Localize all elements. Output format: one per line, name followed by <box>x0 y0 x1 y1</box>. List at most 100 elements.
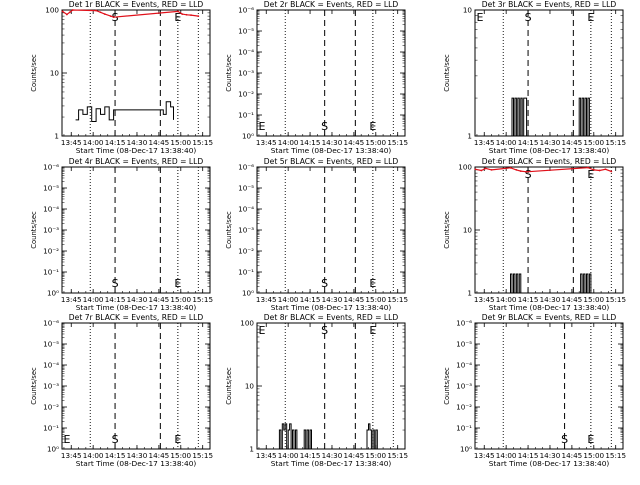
x-tick-label: 14:45 <box>149 138 170 147</box>
y-tick-label: 10⁻² <box>43 247 59 256</box>
x-tick-label: 14:45 <box>149 451 170 460</box>
x-tick-label: 14:00 <box>83 295 104 304</box>
x-axis-label: Start Time (08-Dec-17 13:38:40) <box>76 459 197 468</box>
lld-point <box>185 13 188 16</box>
y-tick-label: 10⁻² <box>238 90 254 99</box>
marker-label-e: E <box>174 433 181 446</box>
x-tick-label: 14:45 <box>344 138 365 147</box>
marker-label-e: E <box>369 120 376 133</box>
lld-point <box>474 168 477 171</box>
marker-label-side: E <box>259 120 266 133</box>
y-tick-label: 10 <box>50 69 60 78</box>
lld-point <box>176 10 179 13</box>
x-axis-label: Start Time (08-Dec-17 13:38:40) <box>271 303 392 312</box>
x-tick-label: 13:45 <box>474 295 495 304</box>
x-tick-label: 15:15 <box>605 451 626 460</box>
y-tick-label: 10⁻⁵ <box>456 340 472 349</box>
x-tick-label: 15:00 <box>365 451 386 460</box>
y-axis-label: Counts/sec <box>30 54 38 92</box>
x-tick-label: 15:00 <box>583 138 604 147</box>
marker-label-e: E <box>174 11 181 24</box>
marker-label-s: S <box>525 168 532 181</box>
lld-point <box>65 13 68 16</box>
y-tick-label: 10⁻⁴ <box>456 361 472 370</box>
x-tick-label: 15:00 <box>365 138 386 147</box>
x-tick-label: 13:45 <box>474 451 495 460</box>
marker-label-e: E <box>587 433 594 446</box>
chart-title: Det 4r BLACK = Events, RED = LLD <box>69 157 204 166</box>
lld-point <box>109 15 112 18</box>
plot-frame <box>61 322 211 450</box>
x-tick-label: 15:00 <box>365 295 386 304</box>
x-tick-label: 15:15 <box>605 295 626 304</box>
x-tick-label: 14:45 <box>344 295 365 304</box>
lld-point <box>525 170 528 173</box>
x-tick-label: 14:15 <box>300 138 321 147</box>
plot-frame <box>474 166 624 294</box>
plot-frame <box>474 9 624 137</box>
lld-point <box>71 9 74 11</box>
x-tick-label: 15:15 <box>605 138 626 147</box>
y-tick-label: 10⁻⁴ <box>238 205 254 214</box>
marker-label-e: E <box>369 277 376 290</box>
lld-point <box>190 14 192 16</box>
y-tick-label: 10⁻³ <box>238 69 254 78</box>
lld-point <box>490 168 493 171</box>
x-tick-label: 14:15 <box>518 138 539 147</box>
y-tick-label: 10⁻⁵ <box>43 340 59 349</box>
y-axis-label: Counts/sec <box>443 211 451 249</box>
x-tick-label: 14:30 <box>540 295 561 304</box>
x-axis-label: Start Time (08-Dec-17 13:38:40) <box>489 459 610 468</box>
chart-title: Det 9r BLACK = Events, RED = LLD <box>482 313 617 322</box>
y-tick-label: 10⁻² <box>43 403 59 412</box>
x-axis-label: Start Time (08-Dec-17 13:38:40) <box>76 146 197 155</box>
chart-title: Det 5r BLACK = Events, RED = LLD <box>264 157 399 166</box>
lld-point <box>592 168 595 171</box>
plot-frame <box>61 166 211 294</box>
x-tick-label: 14:30 <box>322 295 343 304</box>
x-tick-label: 14:15 <box>518 451 539 460</box>
plot-frame <box>256 9 406 137</box>
y-axis-label: Counts/sec <box>30 211 38 249</box>
marker-label-side: E <box>477 11 484 24</box>
x-tick-label: 14:00 <box>496 451 517 460</box>
y-tick-label: 10⁻⁶ <box>238 6 254 15</box>
y-tick-label: 10⁻⁵ <box>238 184 254 193</box>
x-tick-label: 13:45 <box>256 138 277 147</box>
chart-title: Det 7r BLACK = Events, RED = LLD <box>69 313 204 322</box>
chart-title: Det 2r BLACK = Events, RED = LLD <box>264 0 399 9</box>
y-tick-label: 10⁰ <box>242 132 254 141</box>
lld-point <box>515 168 518 171</box>
y-axis-label: Counts/sec <box>443 54 451 92</box>
lld-point <box>197 15 200 18</box>
x-tick-label: 14:00 <box>83 138 104 147</box>
chart-title: Det 1r BLACK = Events, RED = LLD <box>69 0 204 9</box>
x-tick-label: 14:00 <box>278 451 299 460</box>
x-tick-label: 14:30 <box>540 138 561 147</box>
lld-point <box>61 10 64 13</box>
x-tick-label: 15:15 <box>192 295 213 304</box>
x-tick-label: 15:00 <box>583 295 604 304</box>
y-tick-label: 10⁰ <box>47 289 59 298</box>
events-series-line <box>509 273 592 294</box>
y-tick-label: 100 <box>45 6 59 15</box>
x-tick-label: 13:45 <box>256 451 277 460</box>
y-axis-label: Counts/sec <box>30 367 38 405</box>
chart-panel-2: Det 2r BLACK = Events, RED = LLD 13:45 14:… <box>225 0 408 155</box>
x-tick-label: 14:30 <box>127 451 148 460</box>
x-tick-label: 14:15 <box>105 451 126 460</box>
y-axis-label: Counts/sec <box>225 367 233 405</box>
y-tick-label: 10⁻⁶ <box>43 163 59 172</box>
marker-label-s: S <box>561 433 568 446</box>
marker-label-s: S <box>321 277 328 290</box>
y-tick-label: 10 <box>463 226 473 235</box>
